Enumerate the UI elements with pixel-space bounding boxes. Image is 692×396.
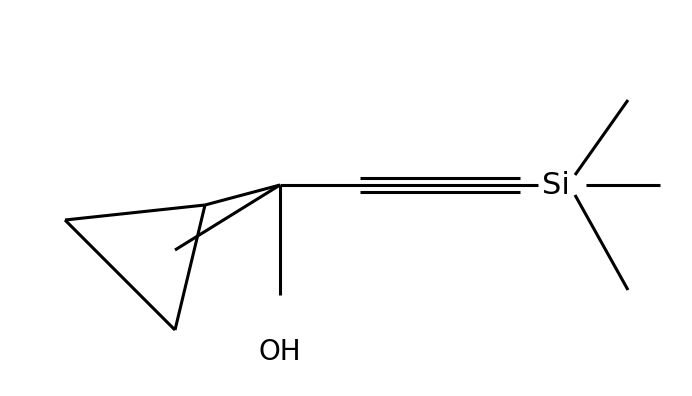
Text: OH: OH [259, 338, 301, 366]
Text: Si: Si [542, 171, 570, 200]
